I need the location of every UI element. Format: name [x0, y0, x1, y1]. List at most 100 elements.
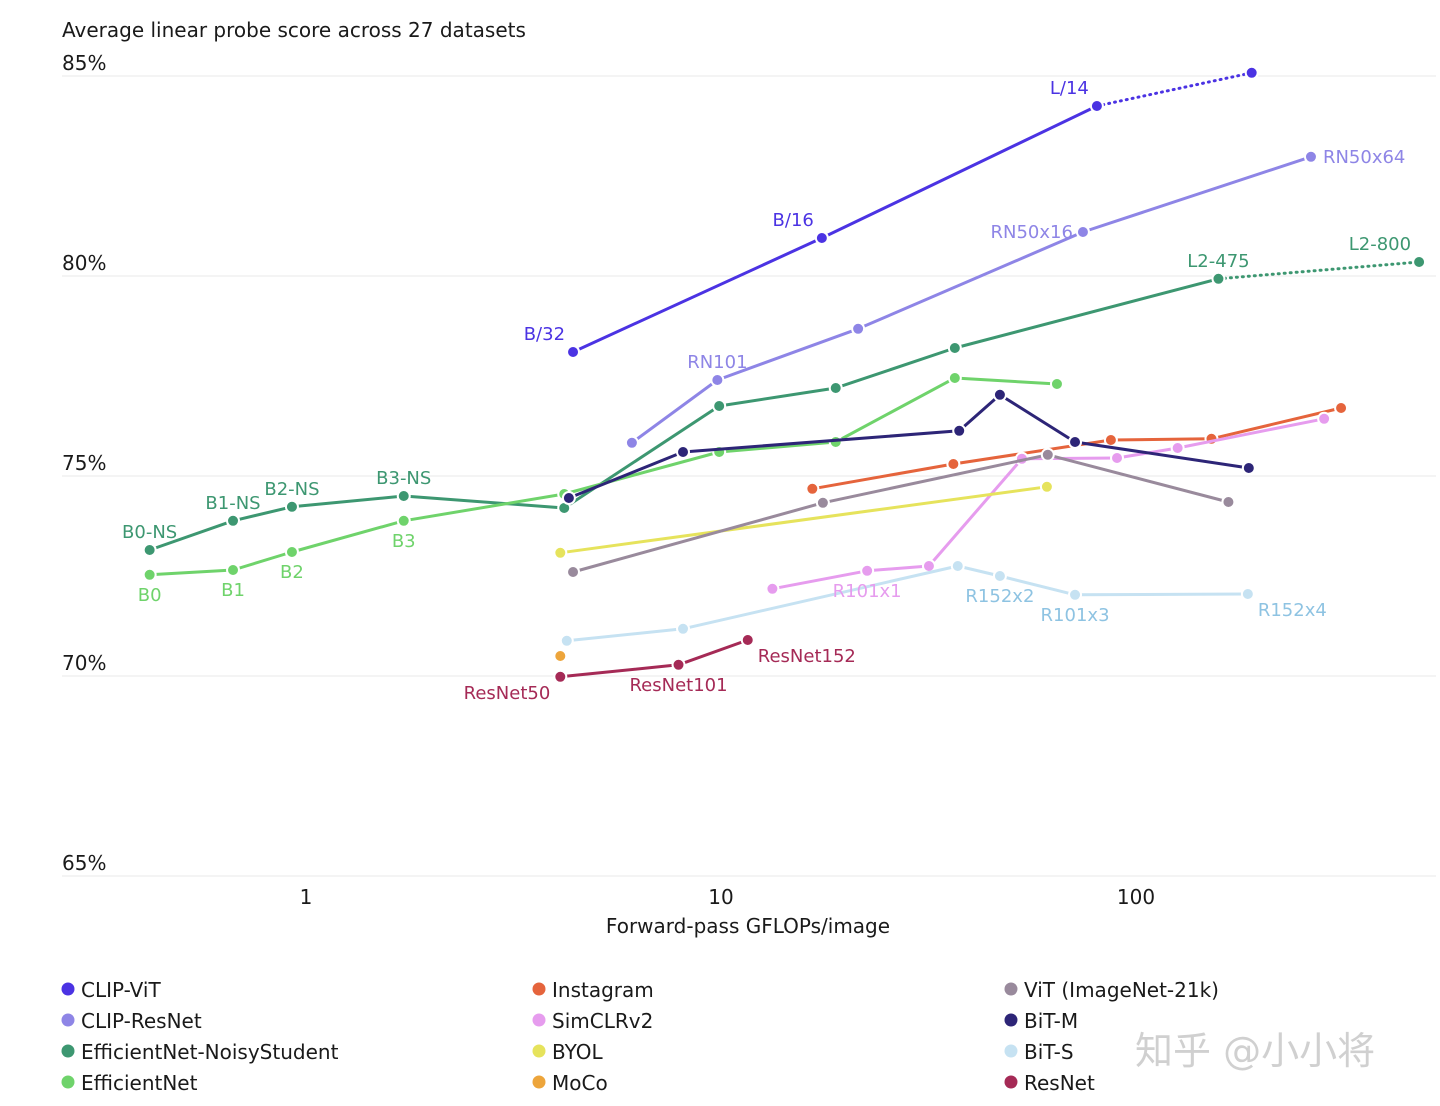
series-line-segment	[953, 376, 1059, 386]
series-simclrv2	[765, 411, 1332, 596]
series-line-segment	[1073, 592, 1250, 597]
legend-label: BiT-M	[1024, 1009, 1078, 1033]
data-point	[1089, 99, 1104, 113]
data-point	[226, 563, 241, 577]
series-line-segment	[571, 501, 825, 574]
series-line-segment	[148, 519, 235, 552]
legend-marker-icon	[532, 1075, 546, 1089]
series-line-segment	[717, 440, 838, 454]
series-line-segment	[1176, 417, 1326, 450]
point-label: R101x3	[1041, 605, 1110, 626]
legend-label: SimCLRv2	[552, 1009, 653, 1033]
data-point	[712, 399, 727, 413]
legend-item: SimCLRv2	[532, 1009, 653, 1033]
data-point	[566, 345, 581, 359]
series-line-segment	[810, 462, 955, 491]
legend-item: Instagram	[532, 978, 654, 1002]
point-label: R101x1	[833, 581, 902, 602]
point-label: R152x4	[1258, 600, 1327, 621]
data-point	[561, 491, 576, 505]
series-line-segment	[820, 104, 1099, 240]
data-point	[559, 633, 574, 648]
point-label: RN101	[687, 352, 747, 373]
series-line-segment	[402, 492, 566, 523]
data-point	[624, 435, 639, 450]
point-label: RN50x64	[1323, 147, 1405, 168]
data-point	[1221, 495, 1236, 509]
series-line-segment	[558, 663, 681, 679]
series-line-segment	[998, 574, 1077, 597]
point-label: R152x2	[965, 586, 1034, 607]
data-point	[671, 657, 686, 672]
data-point	[142, 567, 157, 582]
series-line-segment	[1073, 440, 1251, 470]
data-point	[1334, 401, 1349, 415]
legend-label: Instagram	[552, 978, 654, 1002]
series-line-segment	[148, 568, 235, 577]
x-tick-label: 10	[708, 885, 733, 909]
legend-marker-icon	[1004, 1013, 1018, 1027]
legend-item: CLIP-ResNet	[61, 1009, 202, 1033]
y-tick-label: 75%	[62, 451, 106, 475]
legend-item: BiT-S	[1004, 1040, 1074, 1064]
point-label: B2-NS	[264, 479, 319, 500]
data-point	[396, 489, 411, 503]
series-line-segment	[681, 429, 961, 454]
data-point	[860, 563, 875, 578]
data-point	[1039, 479, 1054, 494]
series-line-segment	[677, 638, 750, 667]
legend-item: CLIP-ViT	[61, 978, 161, 1002]
x-axis-label: Forward-pass GFLOPs/image	[606, 914, 890, 938]
legend-marker-icon	[61, 1013, 75, 1027]
data-point	[1170, 441, 1185, 455]
series-efficientnet	[142, 371, 1064, 582]
series-clip-resnet	[624, 149, 1318, 450]
data-point	[1049, 377, 1064, 391]
point-label: B0-NS	[122, 522, 177, 543]
point-label: B/16	[773, 210, 814, 231]
series-instagram	[805, 401, 1349, 496]
data-point	[553, 669, 568, 684]
series-line-segment	[565, 627, 685, 643]
point-label: B1-NS	[205, 493, 260, 514]
series-line-segment	[834, 346, 957, 390]
series-line-segment	[715, 327, 860, 382]
point-label: B3	[392, 531, 416, 552]
data-point	[992, 569, 1007, 583]
data-point	[1075, 225, 1090, 239]
series-line-segment	[231, 550, 294, 572]
legend-marker-icon	[61, 982, 75, 996]
data-point	[284, 499, 299, 514]
point-label: ResNet152	[758, 646, 856, 667]
data-point	[952, 423, 967, 438]
point-label: L2-475	[1187, 251, 1249, 272]
data-point	[814, 231, 829, 245]
series-line-segment	[953, 277, 1220, 350]
data-point	[946, 457, 961, 471]
series-line-segment	[865, 564, 931, 573]
point-label: L2-800	[1349, 234, 1411, 255]
data-point	[226, 513, 241, 528]
series-resnet	[553, 633, 755, 684]
legend-item: ResNet	[1004, 1071, 1095, 1095]
legend-label: CLIP-ResNet	[81, 1009, 202, 1033]
data-point	[1317, 411, 1332, 426]
series-line-segment	[402, 494, 566, 510]
series-bit-m	[561, 387, 1256, 505]
legend-item: MoCo	[532, 1071, 608, 1095]
data-point	[676, 445, 691, 459]
data-point	[1040, 447, 1055, 462]
x-tick-label: 1	[300, 885, 313, 909]
data-point	[805, 481, 820, 496]
data-point	[1068, 435, 1083, 449]
legend-label: ResNet	[1024, 1071, 1095, 1095]
series-line-segment	[1046, 453, 1230, 504]
data-point	[828, 381, 843, 395]
legend-label: EfficientNet	[81, 1071, 198, 1095]
series-line-segment	[1020, 456, 1119, 461]
point-label: RN50x16	[991, 222, 1073, 243]
series-line-segment	[562, 450, 721, 496]
series-line-segment	[1216, 260, 1421, 281]
series-line-segment	[821, 453, 1050, 505]
series-line-segment	[770, 569, 869, 591]
